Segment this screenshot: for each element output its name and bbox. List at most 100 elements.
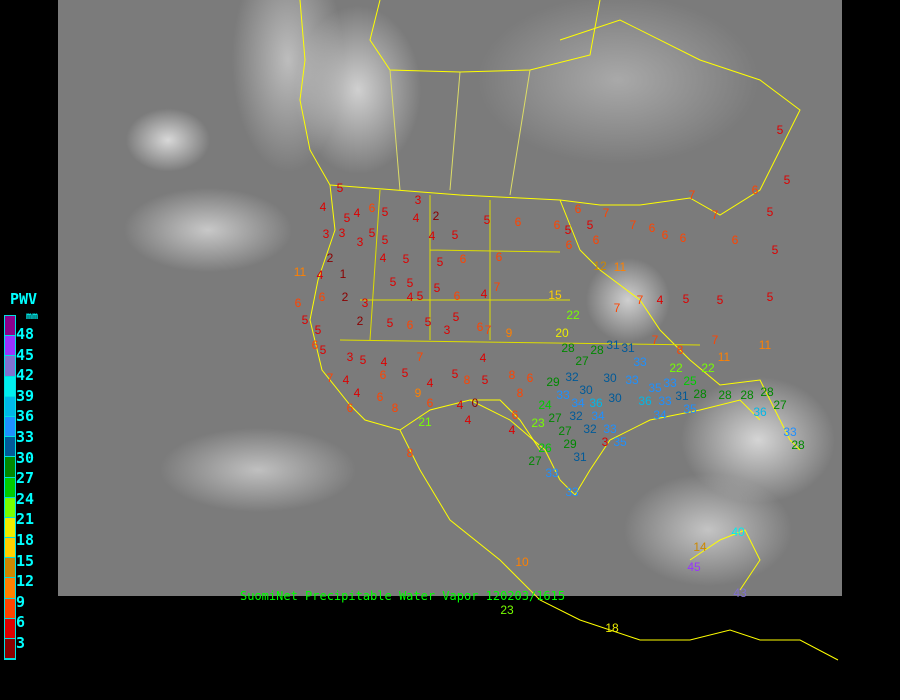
legend-color-box bbox=[5, 437, 15, 458]
station-pwv-value: 35 bbox=[683, 402, 697, 416]
station-pwv-value: 35 bbox=[613, 435, 627, 449]
station-pwv-value: 4 bbox=[480, 287, 488, 301]
station-pwv-value: 3 bbox=[443, 323, 451, 337]
legend-color-box bbox=[5, 457, 15, 478]
station-pwv-value: 14 bbox=[693, 540, 707, 554]
station-pwv-value: 4 bbox=[412, 211, 420, 225]
station-pwv-value: 25 bbox=[683, 374, 697, 388]
station-pwv-value: 6 bbox=[679, 231, 687, 245]
legend-color-box bbox=[5, 497, 15, 518]
station-pwv-value: 6 bbox=[311, 338, 319, 352]
station-pwv-value: 5 bbox=[682, 292, 690, 306]
station-pwv-value: 6 bbox=[294, 296, 302, 310]
station-pwv-value: 0 bbox=[471, 396, 479, 410]
station-pwv-value: 6 bbox=[379, 368, 387, 382]
station-pwv-value: 4 bbox=[428, 229, 436, 243]
station-pwv-value: 6 bbox=[574, 202, 582, 216]
legend-color-box bbox=[5, 598, 15, 619]
station-pwv-value: 3 bbox=[414, 193, 422, 207]
legend-label: 45 bbox=[16, 345, 35, 364]
legend-label: 6 bbox=[16, 613, 26, 632]
station-pwv-value: 11 bbox=[717, 350, 731, 364]
station-pwv-value: 11 bbox=[613, 260, 627, 274]
station-pwv-value: 6 bbox=[648, 221, 656, 235]
station-pwv-value: 6 bbox=[453, 289, 461, 303]
legend-label: 33 bbox=[16, 428, 35, 446]
station-pwv-value: 6 bbox=[376, 390, 384, 404]
station-pwv-value: 4 bbox=[656, 293, 664, 307]
legend-color-box bbox=[5, 538, 15, 559]
station-pwv-value: 4 bbox=[464, 413, 472, 427]
station-pwv-value: 21 bbox=[418, 415, 432, 429]
station-pwv-value: 6 bbox=[406, 318, 414, 332]
station-pwv-value: 6 bbox=[346, 401, 354, 415]
station-pwv-value: 40 bbox=[731, 525, 745, 539]
station-pwv-value: 5 bbox=[389, 275, 397, 289]
station-pwv-value: 4 bbox=[508, 423, 516, 437]
station-pwv-value: 3 bbox=[322, 227, 330, 241]
station-pwv-value: 27 bbox=[575, 354, 589, 368]
legend-label: 21 bbox=[16, 510, 35, 529]
station-pwv-value: 36 bbox=[753, 405, 767, 419]
station-pwv-value: 8 bbox=[406, 446, 414, 460]
station-pwv-value: 5 bbox=[451, 367, 459, 381]
station-pwv-value: 6 bbox=[592, 233, 600, 247]
station-pwv-value: 28 bbox=[693, 387, 707, 401]
station-pwv-value: 2 bbox=[356, 314, 364, 328]
station-pwv-value: 6 bbox=[751, 183, 759, 197]
station-pwv-value: 3 bbox=[361, 296, 369, 310]
station-pwv-value: 5 bbox=[402, 252, 410, 266]
station-pwv-value: 6 bbox=[495, 250, 503, 264]
legend-color-box bbox=[5, 316, 15, 337]
station-pwv-value: 31 bbox=[675, 389, 689, 403]
station-pwv-value: 3 bbox=[338, 226, 346, 240]
station-pwv-value: 5 bbox=[401, 366, 409, 380]
station-pwv-value: 33 bbox=[565, 485, 579, 499]
station-pwv-value: 28 bbox=[590, 343, 604, 357]
station-pwv-value: 33 bbox=[603, 422, 617, 436]
station-pwv-value: 33 bbox=[658, 394, 672, 408]
station-pwv-value: 29 bbox=[546, 375, 560, 389]
station-pwv-value: 28 bbox=[561, 341, 575, 355]
legend-label: 27 bbox=[16, 469, 35, 488]
station-pwv-value: 5 bbox=[783, 173, 791, 187]
station-pwv-value: 7 bbox=[636, 293, 644, 307]
station-pwv-value: 5 bbox=[359, 353, 367, 367]
station-pwv-value: 32 bbox=[565, 370, 579, 384]
station-pwv-value: 27 bbox=[773, 398, 787, 412]
station-pwv-value: 15 bbox=[548, 288, 562, 302]
station-pwv-value: 30 bbox=[579, 383, 593, 397]
station-pwv-value: 2 bbox=[341, 290, 349, 304]
station-pwv-value: 7 bbox=[416, 350, 424, 364]
station-pwv-value: 4 bbox=[316, 268, 324, 282]
legend-color-box bbox=[5, 558, 15, 579]
station-pwv-value: 30 bbox=[603, 371, 617, 385]
station-pwv-value: 5 bbox=[406, 276, 414, 290]
legend-unit: mm bbox=[26, 311, 39, 322]
station-pwv-value: 10 bbox=[515, 555, 529, 569]
station-pwv-value: 6 bbox=[368, 201, 376, 215]
station-pwv-value: 6 bbox=[526, 371, 534, 385]
station-pwv-value: 11 bbox=[758, 338, 772, 352]
legend-color-box bbox=[5, 477, 15, 498]
legend-color-box bbox=[5, 578, 15, 599]
station-pwv-value: 5 bbox=[481, 373, 489, 387]
station-pwv-value: 22 bbox=[669, 361, 683, 375]
map-caption: SuomiNet Precipitable Water Vapor 120203… bbox=[240, 589, 566, 603]
legend-color-box bbox=[5, 376, 15, 397]
station-pwv-value: 33 bbox=[545, 466, 559, 480]
station-pwv-value: 35 bbox=[648, 381, 662, 395]
station-pwv-value: 33 bbox=[625, 373, 639, 387]
legend-label: 3 bbox=[16, 634, 26, 652]
station-pwv-value: 4 bbox=[379, 251, 387, 265]
station-pwv-value: 2 bbox=[432, 209, 440, 223]
station-pwv-value: 6 bbox=[565, 238, 573, 252]
station-pwv-value: 5 bbox=[386, 316, 394, 330]
station-pwv-value: 5 bbox=[483, 213, 491, 227]
station-pwv-value: 6 bbox=[553, 218, 561, 232]
station-pwv-value: 2 bbox=[326, 251, 334, 265]
station-pwv-value: 9 bbox=[414, 386, 422, 400]
station-pwv-value: 4 bbox=[426, 376, 434, 390]
legend-label: 30 bbox=[16, 448, 35, 467]
